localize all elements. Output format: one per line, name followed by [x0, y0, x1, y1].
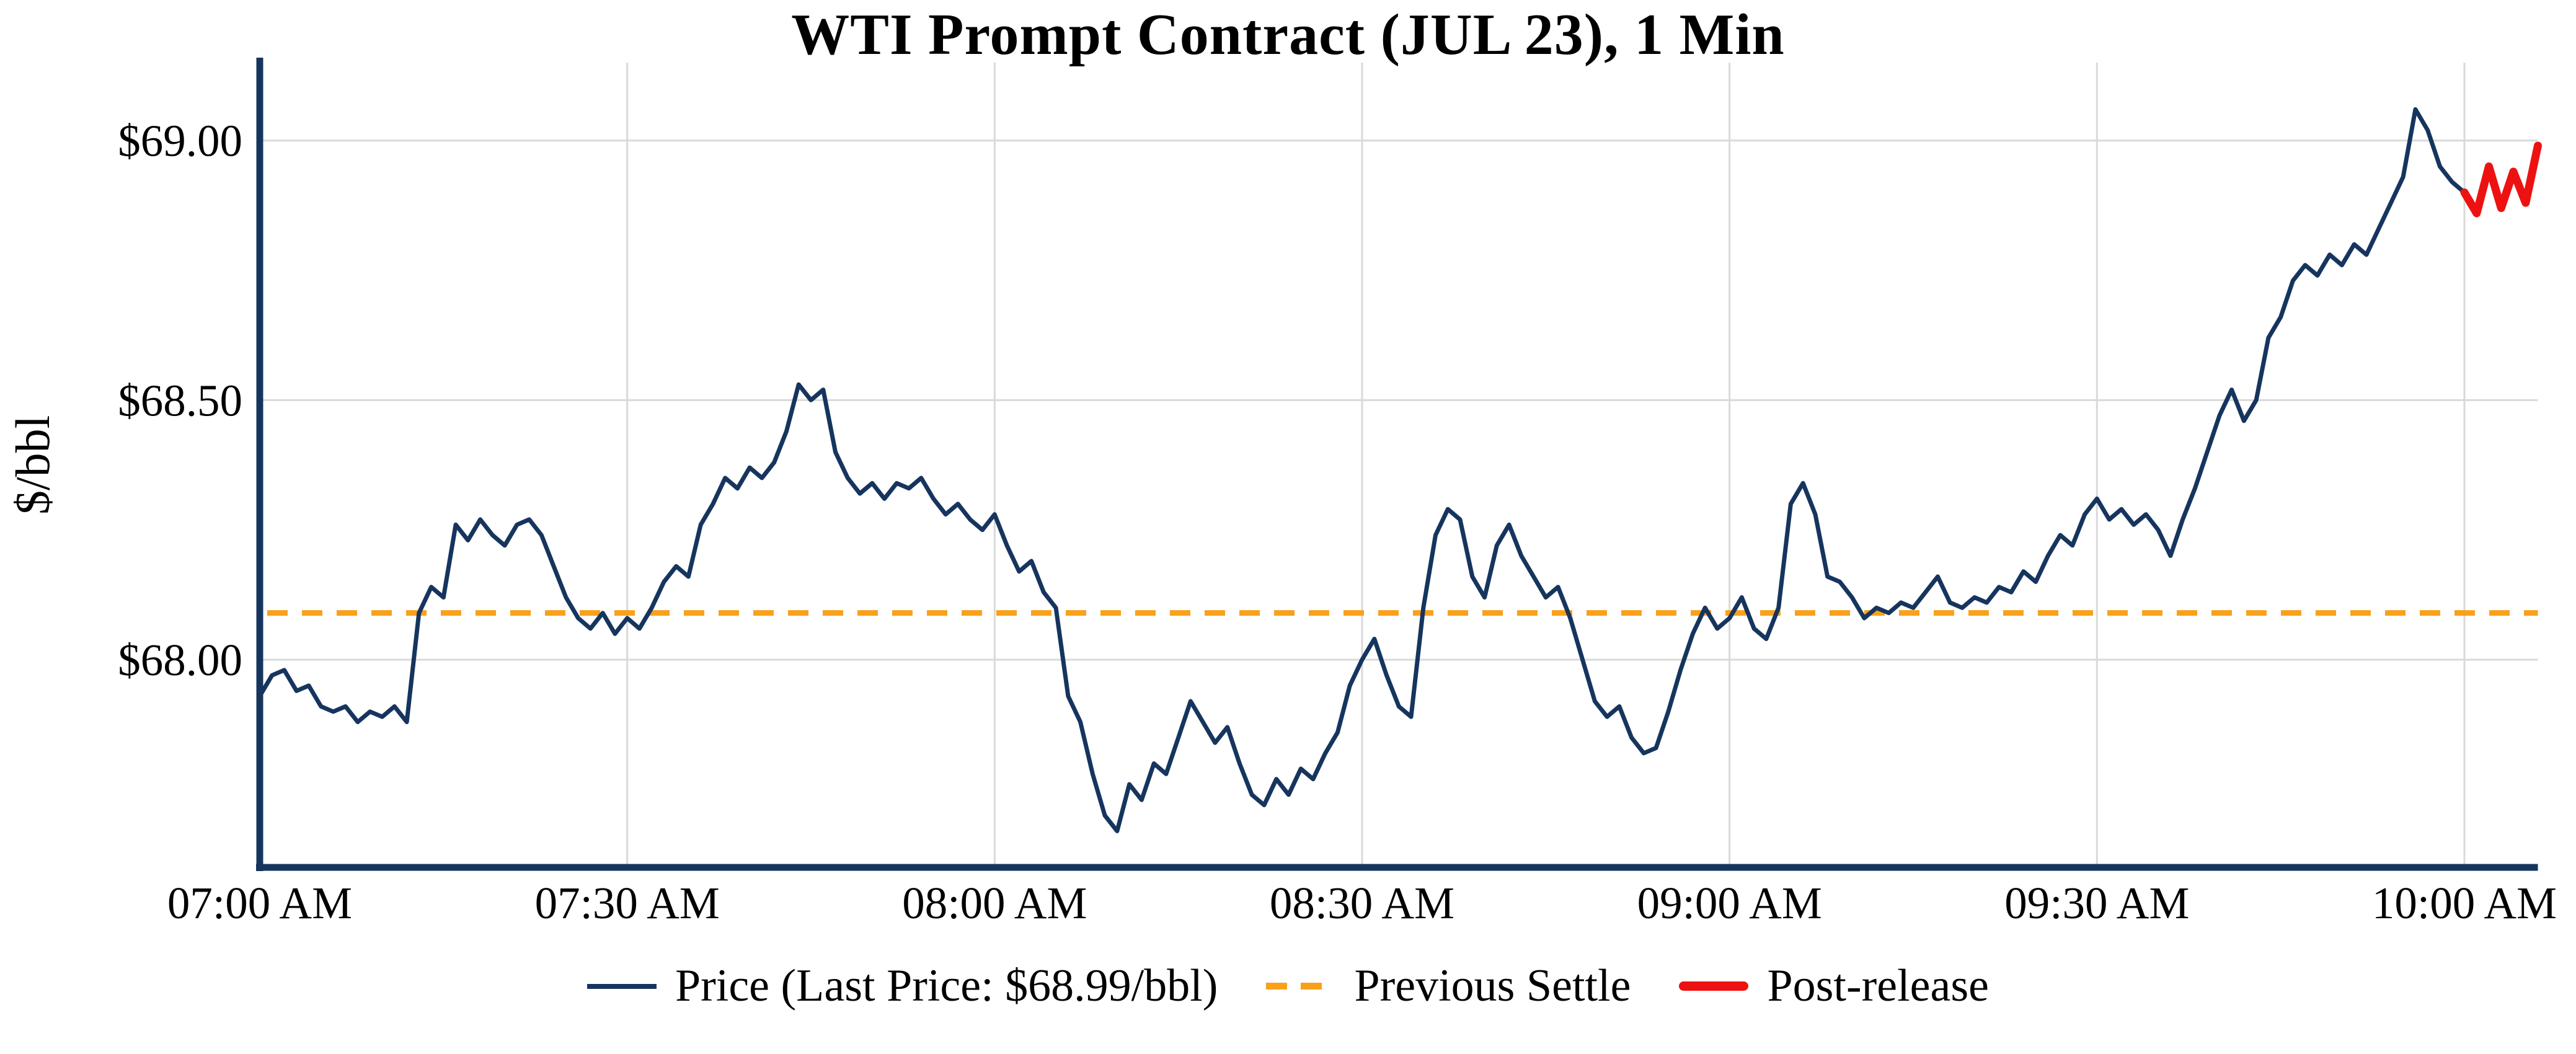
legend-item-price: Price (Last Price: $68.99/bbl)	[586, 960, 1218, 1012]
price-line-icon	[586, 983, 657, 989]
legend-post-label: Post-release	[1767, 960, 1990, 1011]
post-release-line-icon	[1679, 981, 1749, 991]
post-release-line	[2460, 141, 2542, 218]
y-tick-label: $69.00	[118, 116, 242, 166]
legend: Price (Last Price: $68.99/bbl) Previous …	[0, 960, 2576, 1012]
x-tick-label: 09:30 AM	[2004, 878, 2189, 928]
x-tick-label: 07:00 AM	[167, 878, 352, 928]
legend-item-previous-settle: Previous Settle	[1266, 960, 1631, 1012]
x-tick-label: 09:00 AM	[1637, 878, 1822, 928]
legend-price-label: Price (Last Price: $68.99/bbl)	[675, 960, 1218, 1011]
x-tick-label: 08:30 AM	[1270, 878, 1454, 928]
settle-dashed-line-icon	[1266, 983, 1336, 990]
y-axis-label: $/bbl	[6, 415, 60, 515]
x-tick-label: 10:00 AM	[2372, 878, 2557, 928]
legend-settle-label: Previous Settle	[1354, 960, 1631, 1011]
x-tick-label: 08:00 AM	[902, 878, 1087, 928]
price-line	[257, 107, 2467, 833]
x-tick-label: 07:30 AM	[535, 878, 720, 928]
chart-title: WTI Prompt Contract (JUL 23), 1 Min	[791, 2, 1785, 67]
legend-item-post-release: Post-release	[1679, 960, 1989, 1012]
y-tick-label: $68.00	[118, 635, 242, 685]
y-tick-label: $68.50	[118, 375, 242, 425]
